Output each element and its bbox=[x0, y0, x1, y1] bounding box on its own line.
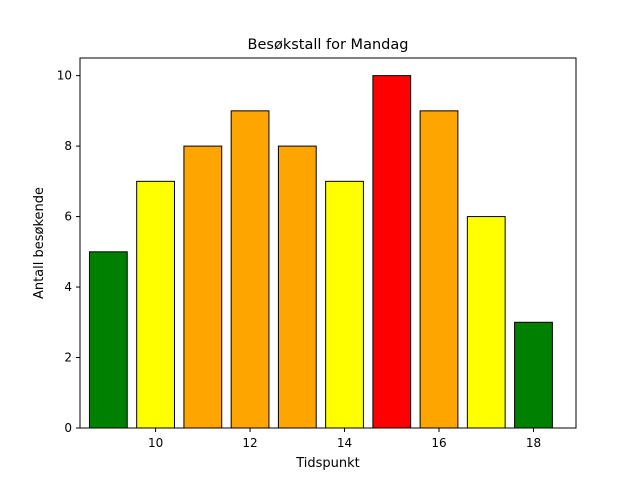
bar-16 bbox=[419, 110, 459, 429]
bar-14 bbox=[325, 180, 364, 429]
bar-13 bbox=[277, 145, 317, 429]
y-tick-label: 8 bbox=[64, 139, 72, 153]
chart-title: Besøkstall for Mandag bbox=[248, 37, 409, 53]
axes-frame bbox=[79, 57, 577, 429]
y-tick-label: 2 bbox=[64, 351, 72, 365]
y-axis-label: Antall besøkende bbox=[32, 187, 47, 299]
x-axis-ticks: 10 12 14 16 18 bbox=[148, 428, 541, 450]
bar-18 bbox=[514, 321, 553, 429]
bar-12 bbox=[230, 110, 270, 429]
x-tick-label: 18 bbox=[526, 436, 541, 450]
y-axis-ticks: 0 2 4 6 8 10 bbox=[57, 69, 80, 435]
y-tick-label: 0 bbox=[64, 421, 72, 435]
bar-11 bbox=[183, 145, 223, 429]
x-axis-label: Tidspunkt bbox=[295, 456, 360, 471]
bar-17 bbox=[466, 216, 506, 429]
y-tick-label: 4 bbox=[64, 280, 72, 294]
x-tick-label: 14 bbox=[337, 436, 352, 450]
bar-9 bbox=[88, 251, 128, 429]
bars bbox=[88, 75, 553, 429]
bar-10 bbox=[136, 180, 175, 429]
x-tick-label: 16 bbox=[431, 436, 446, 450]
x-tick-label: 10 bbox=[148, 436, 163, 450]
x-tick-label: 12 bbox=[242, 436, 257, 450]
y-tick-label: 10 bbox=[57, 69, 72, 83]
y-tick-label: 6 bbox=[64, 210, 72, 224]
bar-15 bbox=[372, 75, 412, 429]
